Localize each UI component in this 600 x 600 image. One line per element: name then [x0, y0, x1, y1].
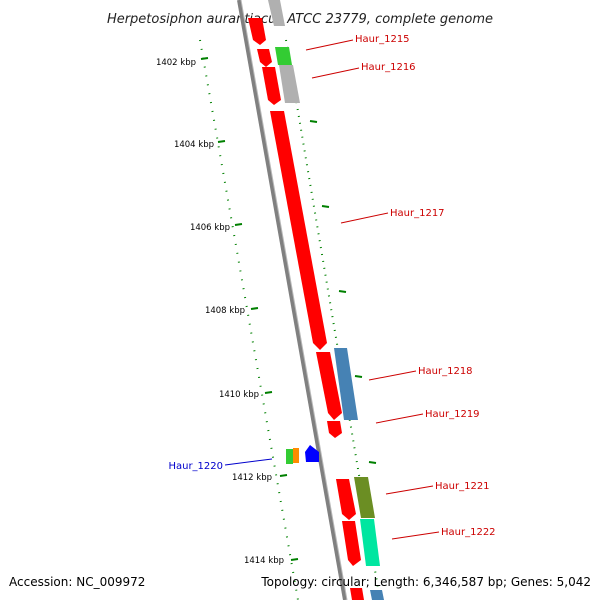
gene-label-haur-1219[interactable]: Haur_1219: [425, 409, 480, 420]
outer-major-ticks: [309, 120, 377, 464]
reverse-genes: [286, 445, 319, 464]
map-title: Herpetosiphon aurantiacus ATCC 23779, co…: [107, 12, 493, 27]
gene-label-haur-1216[interactable]: Haur_1216: [361, 62, 416, 73]
scale-label-1406: 1406 kbp: [190, 223, 230, 233]
scale-label-1402: 1402 kbp: [156, 58, 196, 68]
gene-haur-1218-arrow[interactable]: [316, 352, 342, 420]
gene-haur-1217-arrow[interactable]: [270, 111, 327, 350]
gene-label-haur-1218[interactable]: Haur_1218: [418, 366, 473, 377]
cog-box-green-small: [286, 449, 293, 464]
cog-track: [268, 0, 384, 600]
scale-label-1412: 1412 kbp: [232, 473, 272, 483]
scale-labels: 1402 kbp 1404 kbp 1406 kbp 1408 kbp 1410…: [156, 58, 284, 566]
gene-label-haur-1215[interactable]: Haur_1215: [355, 34, 410, 45]
genome-backbone: [237, 0, 348, 600]
gene-next-arrow[interactable]: [350, 588, 364, 600]
scale-label-1410: 1410 kbp: [219, 390, 259, 400]
gene-label-haur-1222[interactable]: Haur_1222: [441, 527, 496, 538]
cog-box-orange-small: [293, 448, 299, 463]
gene-haur-1216-arrow[interactable]: [262, 67, 281, 105]
gene-haur-1215b-arrow[interactable]: [257, 49, 272, 67]
gene-label-haur-1217[interactable]: Haur_1217: [390, 208, 445, 219]
gene-haur-1219-arrow[interactable]: [327, 421, 342, 438]
gene-labels: Haur_1215 Haur_1216 Haur_1217 Haur_1218 …: [168, 34, 495, 538]
inner-major-ticks: [200, 57, 299, 561]
accession-text: Accession: NC_009972: [9, 575, 145, 589]
scale-label-1414: 1414 kbp: [244, 556, 284, 566]
gene-label-haur-1220[interactable]: Haur_1220: [168, 461, 223, 472]
gene-haur-1215-arrow[interactable]: [248, 18, 266, 45]
scale-label-1404: 1404 kbp: [174, 140, 214, 150]
scale-label-1408: 1408 kbp: [205, 306, 245, 316]
summary-text: Topology: circular; Length: 6,346,587 bp…: [260, 575, 591, 589]
label-leaders: [224, 39, 440, 540]
forward-genes: [248, 18, 364, 600]
gene-haur-1221-arrow[interactable]: [336, 479, 356, 520]
gene-haur-1220-arrow[interactable]: [305, 445, 319, 462]
gene-label-haur-1221[interactable]: Haur_1221: [435, 481, 490, 492]
gene-haur-1222-arrow[interactable]: [342, 521, 361, 566]
